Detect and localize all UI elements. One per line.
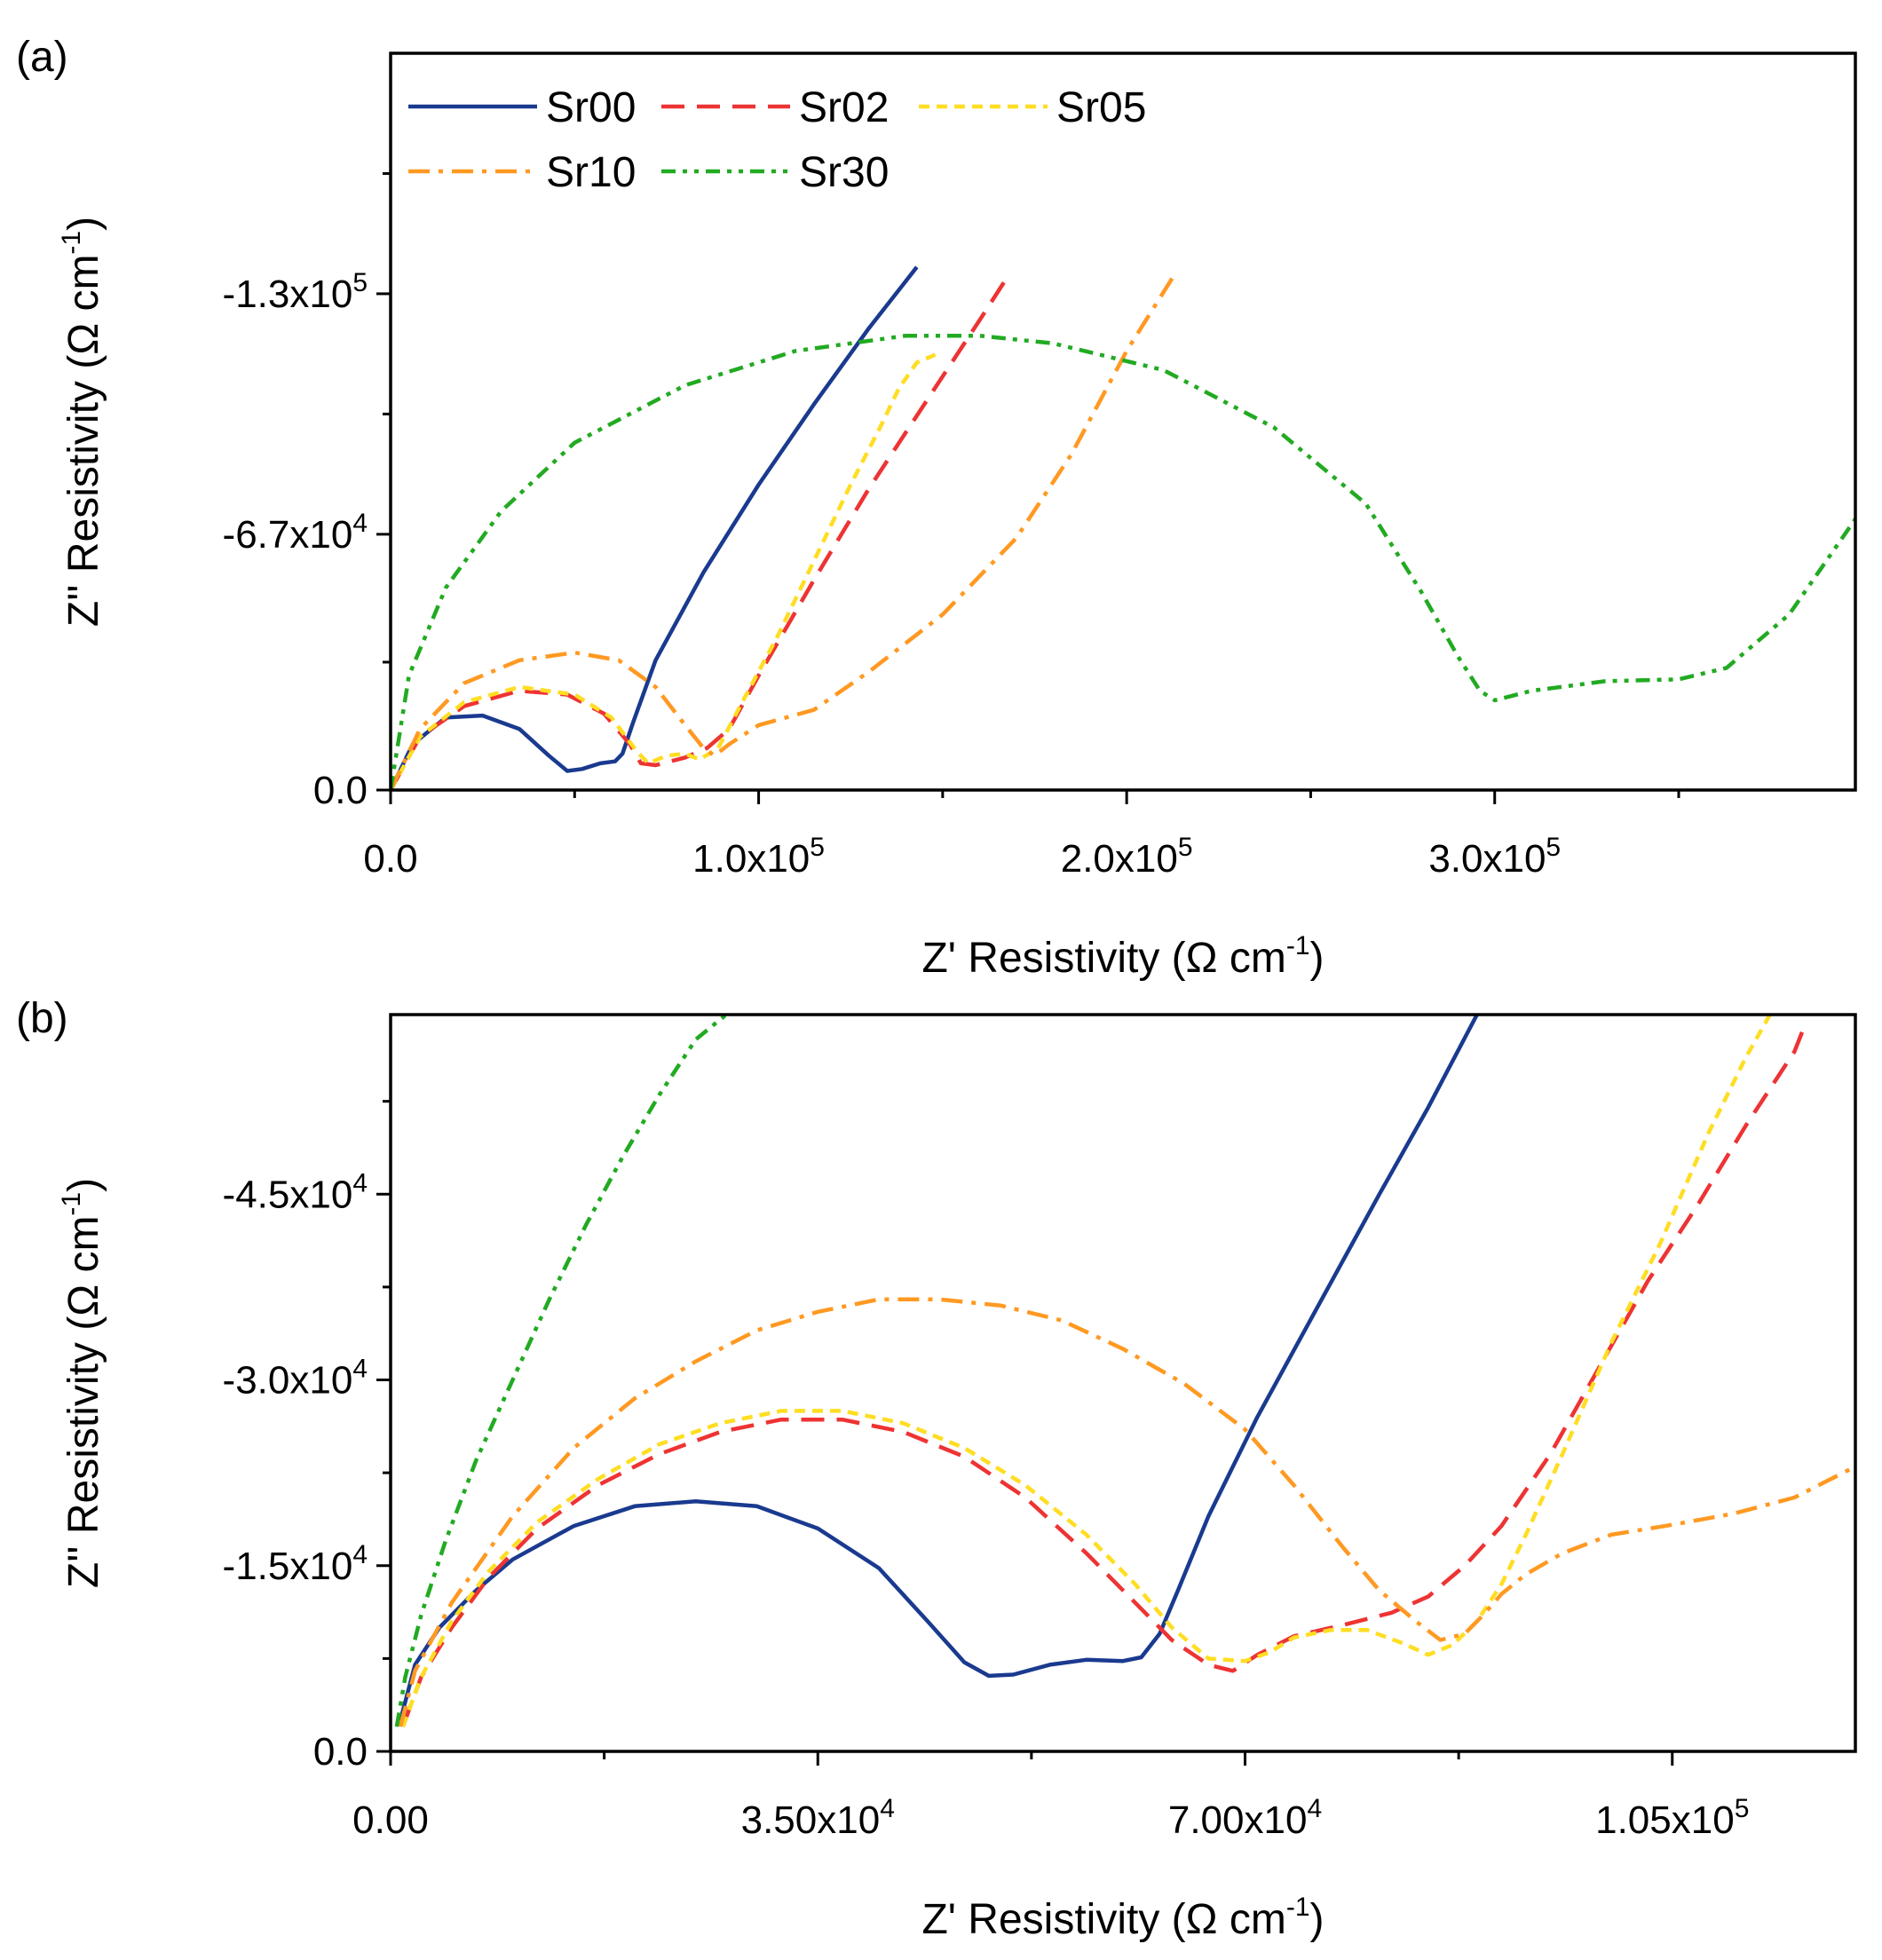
legend-item-sr30: Sr30: [661, 149, 889, 196]
legend-label: Sr02: [799, 84, 889, 131]
legend: Sr00 Sr02 Sr05 Sr10 Sr30: [408, 84, 1146, 196]
legend-label: Sr10: [546, 149, 636, 196]
x-tick-label: 7.00x104: [1168, 1794, 1322, 1842]
series-line-sr02: [391, 273, 1011, 790]
y-tick-label-exponent: 4: [352, 1540, 368, 1569]
x-tick-label-mantissa: 1.0x10: [692, 837, 810, 881]
legend-label: Sr30: [799, 149, 889, 196]
panel-label: (a): [16, 34, 68, 81]
x-tick-label-exponent: 5: [1735, 1794, 1750, 1823]
x-tick-label-mantissa: 7.00x10: [1168, 1798, 1308, 1842]
x-tick-label-mantissa: 0.00: [352, 1798, 429, 1842]
y-tick-label: 0.0: [313, 769, 368, 812]
y-tick-label-mantissa: 0.0: [313, 1730, 368, 1774]
x-axis-title: Z' Resistivity (Ω cm-1): [921, 931, 1324, 982]
y-tick-label: -4.5x104: [223, 1168, 368, 1216]
y-tick-label-exponent: 4: [352, 1355, 368, 1384]
y-tick-label-mantissa: 0.0: [313, 769, 368, 812]
plot-frame: [389, 51, 1857, 792]
panel-label: (b): [16, 995, 68, 1042]
y-tick-label: 0.0: [313, 1730, 368, 1774]
x-tick-label-mantissa: 2.0x10: [1061, 837, 1178, 881]
x-axis-title: Z' Resistivity (Ω cm-1): [921, 1893, 1324, 1943]
series-line-sr02: [400, 1020, 1809, 1727]
y-axis-title: Z'' Resistivity (Ω cm-1): [57, 1178, 107, 1588]
plot-frame: [389, 1013, 1857, 1753]
y-tick-label-mantissa: -4.5x10: [223, 1173, 353, 1216]
y-tick-label: -3.0x104: [223, 1355, 368, 1403]
x-tick-label-exponent: 5: [1178, 833, 1193, 862]
y-tick-label-exponent: 4: [352, 509, 368, 538]
x-tick-label: 0.0: [363, 837, 417, 881]
legend-label: Sr00: [546, 84, 636, 131]
series-line-sr00: [398, 1015, 1479, 1721]
panel-b: 0.00 3.50x104 7.00x104 1.05x1050.0-1.5x104-…: [16, 995, 1857, 1943]
y-tick-label-mantissa: -1.5x10: [223, 1545, 353, 1588]
legend-item-sr00: Sr00: [408, 84, 636, 131]
y-tick-label: -1.3x105: [223, 268, 368, 316]
y-tick-label-exponent: 4: [352, 1168, 368, 1197]
x-tick-label: 1.0x105: [692, 833, 825, 881]
y-tick-label-mantissa: -1.3x10: [223, 273, 353, 316]
x-tick-label: 2.0x105: [1061, 833, 1193, 881]
y-tick-label: -1.5x104: [223, 1540, 368, 1588]
y-tick-label: -6.7x104: [223, 509, 368, 557]
y-tick-label-exponent: 5: [352, 268, 368, 297]
series-line-sr00: [391, 265, 919, 790]
x-tick-label-exponent: 4: [880, 1794, 895, 1823]
x-tick-label-exponent: 5: [810, 833, 825, 862]
series-line-sr05: [400, 1015, 1772, 1727]
legend-label: Sr05: [1056, 84, 1146, 131]
series-group: [391, 265, 1855, 790]
x-tick-label: 3.0x105: [1428, 833, 1561, 881]
x-tick-label: 1.05x105: [1595, 1794, 1749, 1842]
series-line-sr10: [391, 273, 1176, 790]
series-group: [394, 1015, 1855, 1727]
x-tick-label-exponent: 4: [1307, 1794, 1322, 1823]
series-line-sr30: [391, 333, 1855, 790]
y-tick-label-mantissa: -6.7x10: [223, 513, 353, 557]
y-axis-title: Z'' Resistivity (Ω cm-1): [57, 217, 107, 627]
x-tick-label-mantissa: 1.05x10: [1595, 1798, 1735, 1842]
y-tick-label-mantissa: -3.0x10: [223, 1359, 353, 1403]
series-line-sr10: [398, 1297, 1855, 1727]
x-tick-label-mantissa: 0.0: [363, 837, 417, 881]
legend-item-sr05: Sr05: [919, 84, 1146, 131]
x-tick-label-exponent: 5: [1546, 833, 1561, 862]
panel-a: 0.0 1.0x105 2.0x105 3.0x1050.0-6.7x104-1.3x…: [16, 34, 1857, 982]
series-line-sr30: [394, 1015, 728, 1727]
series-line-sr05: [391, 352, 937, 790]
x-tick-label: 0.00: [352, 1798, 429, 1842]
legend-item-sr02: Sr02: [661, 84, 889, 131]
x-tick-label-mantissa: 3.0x10: [1428, 837, 1546, 881]
x-tick-label: 3.50x104: [741, 1794, 895, 1842]
legend-item-sr10: Sr10: [408, 149, 636, 196]
x-tick-label-mantissa: 3.50x10: [741, 1798, 881, 1842]
